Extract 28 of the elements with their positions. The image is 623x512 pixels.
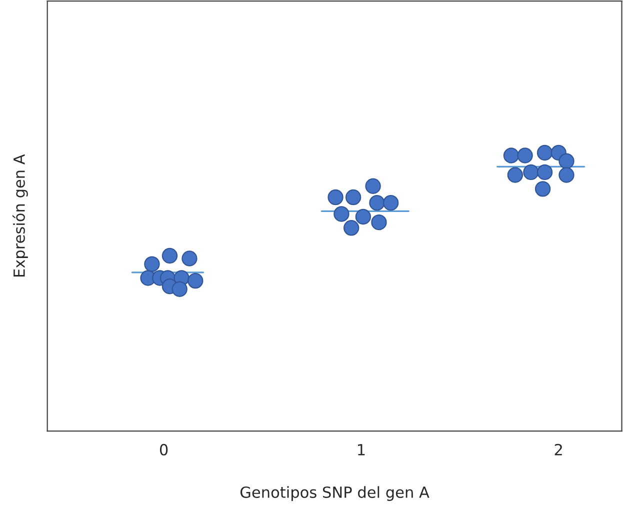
point: [382, 195, 399, 211]
point: [371, 214, 387, 230]
x-tick-label: 0: [160, 444, 168, 456]
point: [536, 144, 553, 161]
point: [365, 178, 381, 194]
point: [523, 164, 539, 180]
point: [345, 189, 362, 206]
point: [334, 206, 350, 222]
point: [144, 256, 160, 272]
point: [328, 189, 344, 206]
point: [558, 153, 574, 169]
point: [534, 181, 551, 197]
point: [172, 281, 188, 297]
point: [503, 148, 520, 164]
point: [369, 195, 385, 211]
point: [162, 248, 178, 264]
point: [507, 167, 523, 183]
point: [558, 167, 574, 183]
point: [536, 164, 553, 180]
point: [188, 272, 204, 289]
point: [343, 220, 360, 236]
point: [182, 250, 198, 266]
x-axis-title: Genotipos SNP del gen A: [240, 486, 430, 501]
x-tick-label: 1: [358, 444, 365, 456]
point: [355, 208, 372, 225]
x-tick-label: 2: [554, 444, 562, 456]
point: [517, 148, 533, 164]
y-axis-title: Expresión gen A: [12, 154, 28, 277]
